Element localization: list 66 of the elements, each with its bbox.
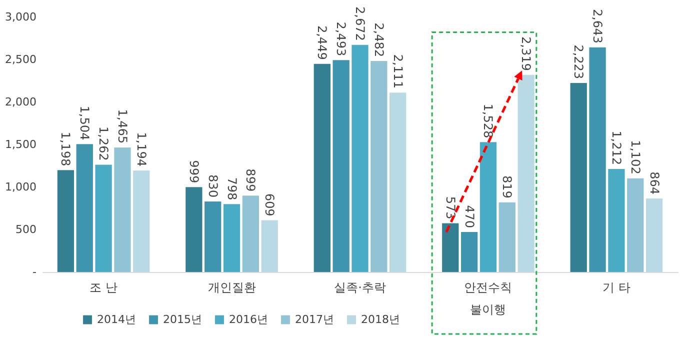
data-label: 2,493 [334, 22, 348, 56]
bar [186, 187, 202, 272]
data-label: 2,223 [572, 44, 586, 80]
x-tick-label: 안전수칙 불이행 [464, 280, 512, 316]
data-label: 1,465 [115, 109, 130, 144]
bar [314, 64, 330, 272]
bar [390, 92, 406, 272]
data-label: 2,111 [390, 54, 405, 89]
bar [204, 201, 222, 272]
bar [460, 232, 478, 272]
bar [498, 202, 516, 272]
x-tick-label: 기 타 [602, 280, 630, 294]
y-tick-label: - [32, 266, 37, 278]
bar [114, 147, 131, 272]
bar [608, 168, 625, 272]
y-tick-label: 1,500 [5, 138, 36, 151]
data-label: 798 [224, 177, 239, 200]
data-label: 470 [462, 205, 476, 228]
data-label: 899 [244, 168, 258, 192]
bar [442, 223, 459, 272]
data-label: 2,643 [590, 8, 605, 44]
x-tick-label: 실족·추락 [334, 280, 386, 294]
bar [57, 170, 74, 272]
data-label: 1,102 [628, 140, 642, 174]
bar [570, 83, 587, 272]
legend-label: 2018년 [361, 312, 400, 326]
bar [589, 47, 606, 272]
data-label: 1,528 [481, 104, 496, 138]
bar [518, 74, 534, 272]
legend-label: 2017년 [295, 312, 334, 326]
bar [242, 196, 260, 272]
data-label: 609 [262, 193, 277, 216]
data-label: 999 [186, 160, 201, 184]
x-tick-label: 개인질환 [208, 280, 256, 294]
bar [76, 144, 93, 272]
data-label: 1,194 [134, 132, 148, 167]
y-tick-label: 2,000 [5, 96, 36, 108]
data-label: 2,319 [519, 36, 534, 71]
bar [352, 44, 368, 272]
data-label: 830 [206, 174, 220, 198]
y-tick-label: 2,500 [5, 53, 36, 66]
data-label: 819 [500, 175, 514, 198]
bar [646, 198, 663, 272]
bar [370, 61, 388, 272]
data-label: 2,449 [315, 25, 330, 60]
data-label: 1,198 [58, 132, 73, 166]
legend-label: 2014년 [97, 312, 136, 326]
legend-label: 2015년 [163, 312, 202, 326]
y-tick-label: 500 [16, 223, 36, 236]
data-label: 864 [647, 172, 662, 195]
bar [223, 204, 240, 272]
y-tick-label: 3,000 [5, 10, 36, 24]
bar [332, 60, 350, 272]
data-label: 2,672 [353, 6, 367, 41]
x-tick-label: 조 난 [90, 280, 118, 294]
y-tick-label: 1,000 [5, 180, 36, 194]
data-label: 1,212 [609, 130, 624, 165]
bar [627, 178, 644, 272]
bar [261, 220, 278, 272]
bar [133, 170, 150, 272]
data-label: 1,262 [96, 126, 111, 161]
data-label: 1,504 [78, 106, 92, 140]
bar [480, 142, 497, 272]
data-label: 2,482 [372, 22, 386, 58]
bar [95, 164, 112, 272]
legend-label: 2016년 [229, 312, 268, 326]
